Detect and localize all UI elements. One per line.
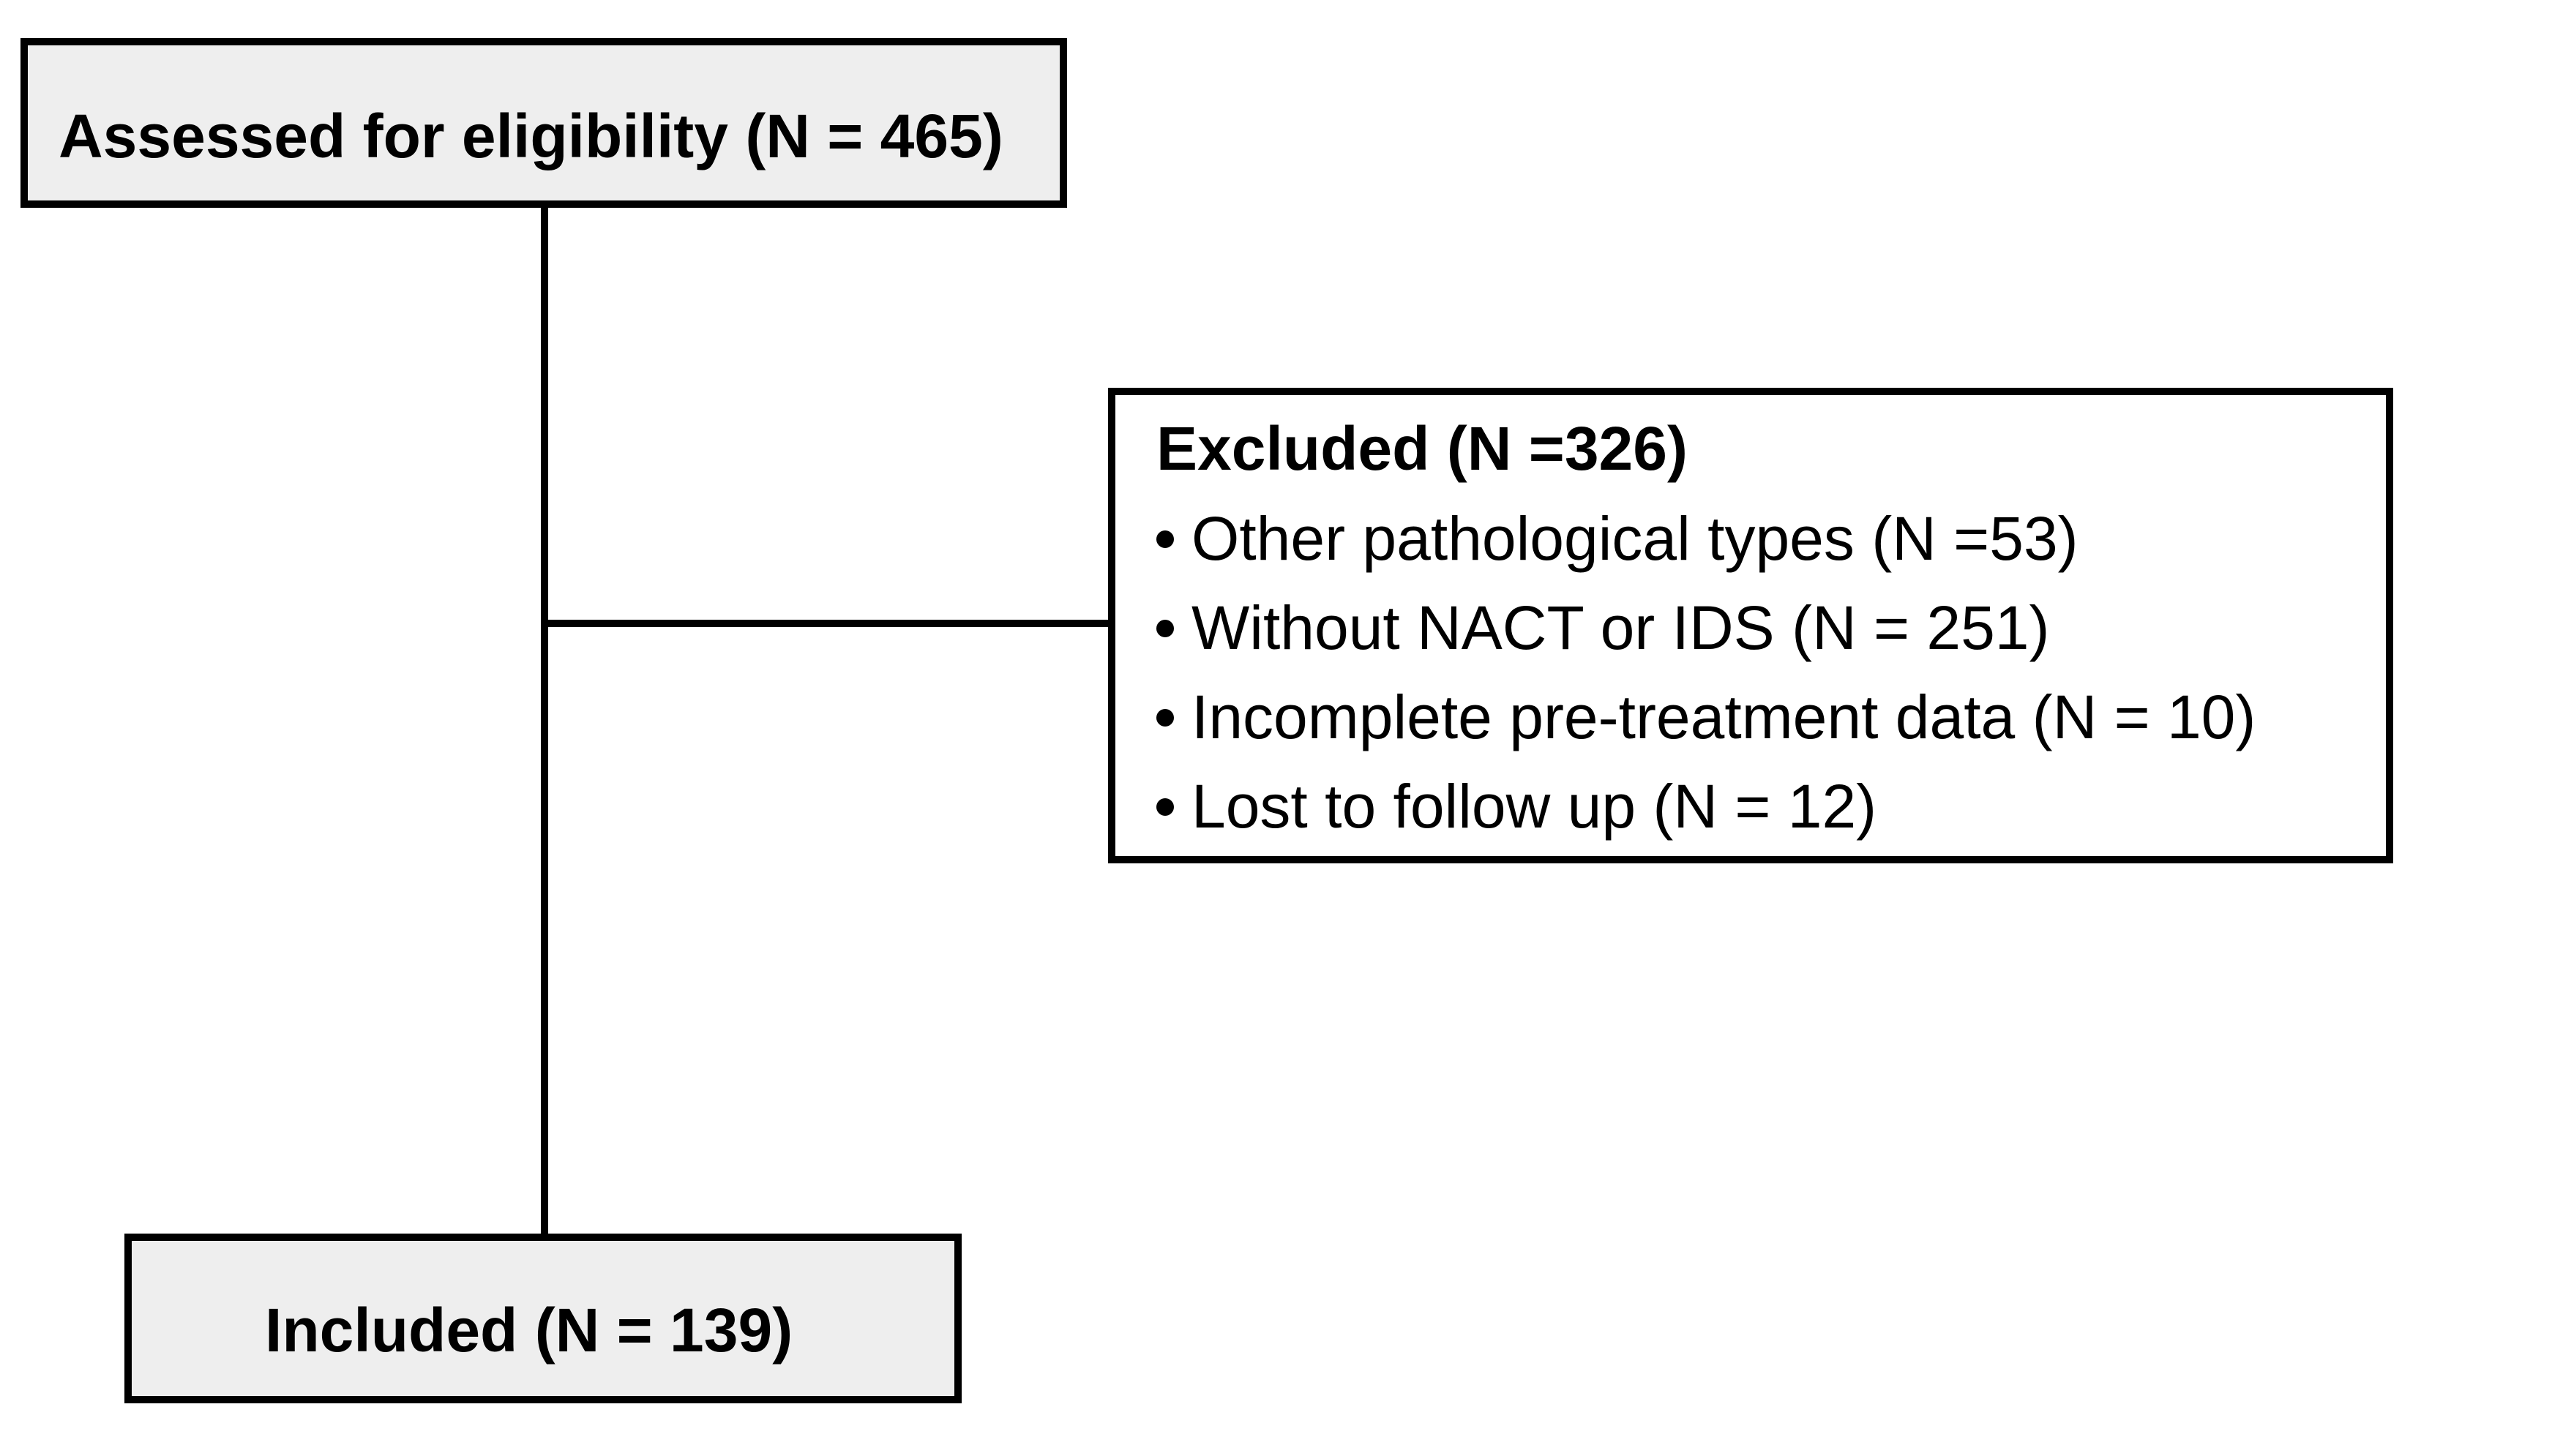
bullet-icon: [1156, 798, 1174, 816]
excluded-item-3-text: Lost to follow up (N = 12): [1191, 771, 1877, 842]
flowchart-canvas: Assessed for eligibility (N = 465) Exclu…: [0, 0, 2563, 1456]
excluded-item-1: Without NACT or IDS (N = 251): [1156, 593, 2049, 664]
bullet-icon: [1156, 530, 1174, 548]
bullet-icon: [1156, 709, 1174, 727]
excluded-item-0-text: Other pathological types (N =53): [1191, 503, 2079, 574]
excluded-item-2-text: Incomplete pre-treatment data (N = 10): [1191, 682, 2256, 753]
excluded-item-3: Lost to follow up (N = 12): [1156, 771, 1877, 842]
excluded-item-1-text: Without NACT or IDS (N = 251): [1191, 593, 2049, 664]
edge-horizontal: [545, 620, 1108, 627]
bullet-icon: [1156, 620, 1174, 637]
excluded-item-0: Other pathological types (N =53): [1156, 503, 2079, 574]
node-assessed-label: Assessed for eligibility (N = 465): [59, 101, 1003, 172]
excluded-item-2: Incomplete pre-treatment data (N = 10): [1156, 682, 2256, 753]
node-included-label: Included (N = 139): [265, 1295, 793, 1366]
edge-vertical: [541, 208, 548, 1234]
node-excluded-title: Excluded (N =326): [1156, 413, 1688, 484]
